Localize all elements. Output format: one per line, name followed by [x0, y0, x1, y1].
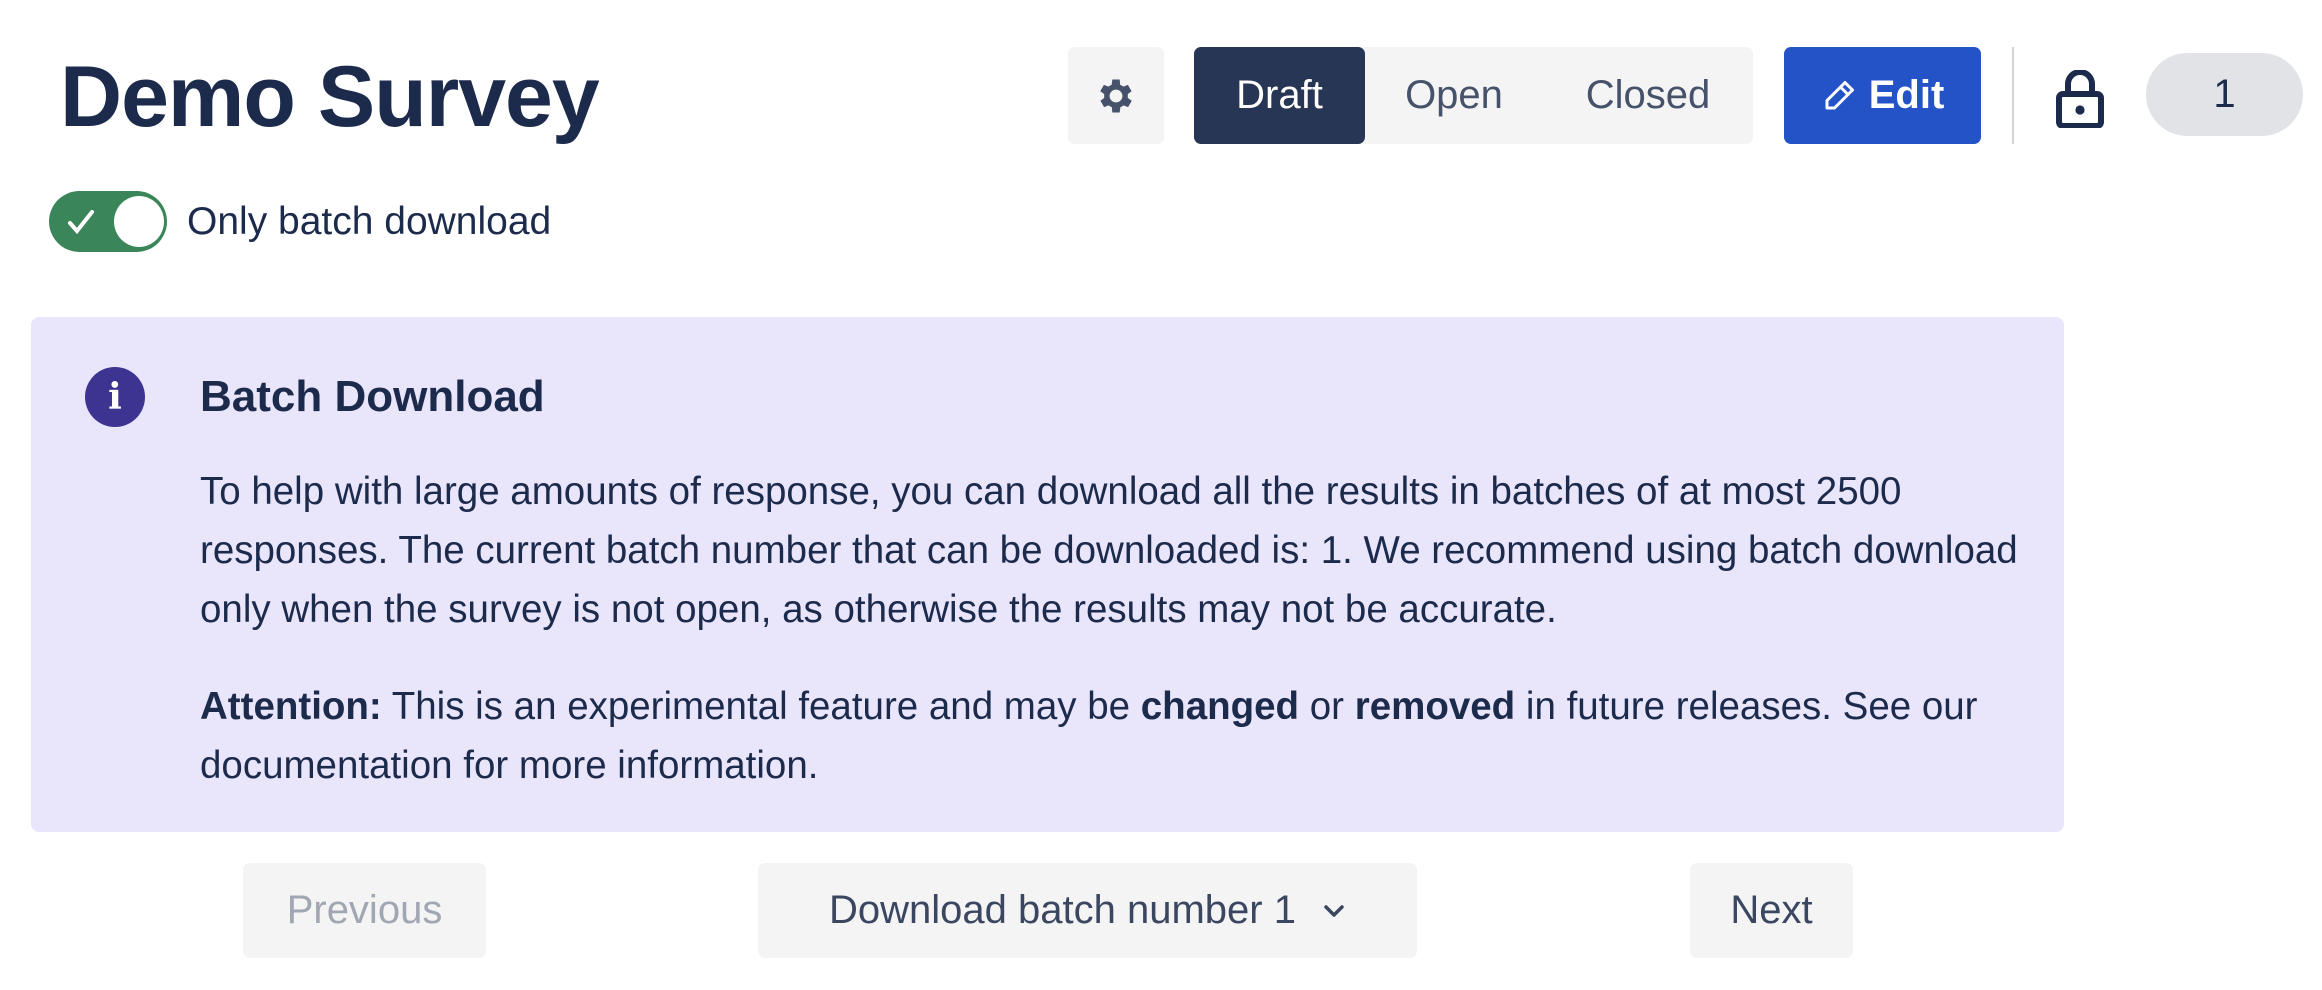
settings-button[interactable]	[1068, 47, 1164, 144]
divider	[2012, 47, 2014, 144]
tab-draft[interactable]: Draft	[1194, 47, 1365, 144]
edit-button[interactable]: Edit	[1784, 47, 1981, 144]
lock-icon[interactable]	[2056, 70, 2104, 128]
check-icon	[68, 210, 94, 235]
download-batch-dropdown[interactable]: Download batch number 1	[758, 863, 1417, 958]
chevron-down-icon	[1324, 904, 1344, 917]
dropdown-label: Download batch number 1	[829, 888, 1296, 932]
batch-download-alert: i Batch Download To help with large amou…	[31, 317, 2064, 832]
status-tabs: Draft Open Closed	[1194, 47, 1753, 144]
toggle-label: Only batch download	[187, 200, 552, 243]
page-title: Demo Survey	[60, 49, 600, 145]
alert-title: Batch Download	[200, 372, 545, 421]
alert-attention: Attention: This is an experimental featu…	[200, 685, 1978, 787]
tab-open[interactable]: Open	[1405, 73, 1503, 117]
info-icon: i	[85, 367, 145, 427]
toggle-knob	[114, 196, 164, 247]
alert-body: To help with large amounts of response, …	[200, 470, 2018, 631]
tab-closed[interactable]: Closed	[1585, 73, 1711, 117]
gear-icon	[1100, 79, 1132, 112]
next-button[interactable]: Next	[1690, 863, 1853, 958]
count-badge[interactable]: 1	[2146, 53, 2303, 136]
only-batch-download-toggle[interactable]	[49, 191, 167, 252]
edit-label: Edit	[1868, 73, 1945, 117]
pencil-icon	[1825, 80, 1854, 109]
previous-button[interactable]: Previous	[243, 863, 486, 958]
